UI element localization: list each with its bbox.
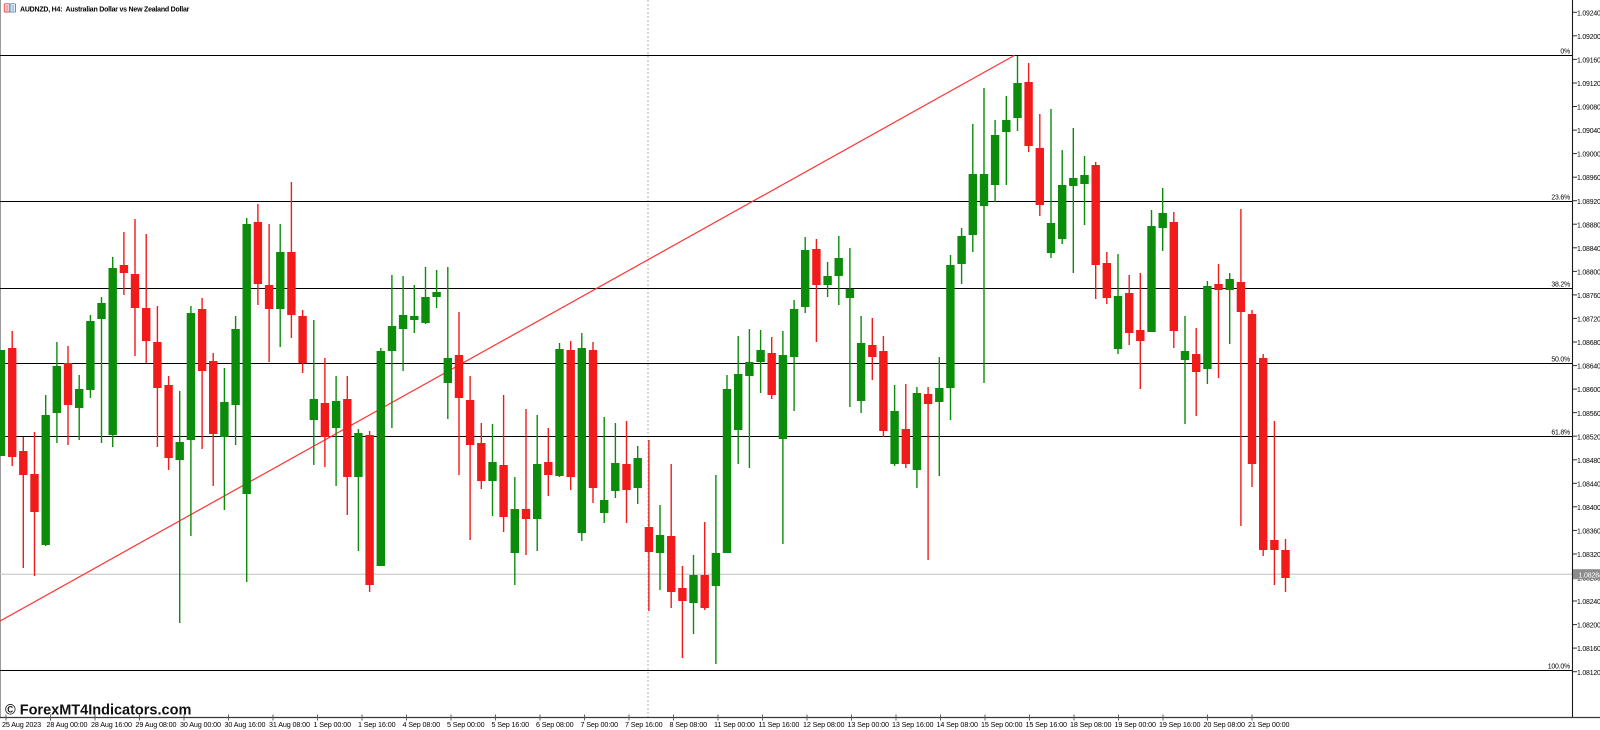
svg-text:19 Sep 16:00: 19 Sep 16:00 [1159,720,1200,729]
svg-text:1.09120: 1.09120 [1577,81,1600,88]
svg-text:1.08240: 1.08240 [1577,599,1600,606]
svg-text:4 Sep 08:00: 4 Sep 08:00 [403,720,441,729]
svg-text:23.6%: 23.6% [1551,195,1570,202]
svg-text:38.2%: 38.2% [1551,282,1570,289]
svg-text:13 Sep 16:00: 13 Sep 16:00 [892,720,933,729]
svg-text:1 Sep 00:00: 1 Sep 00:00 [314,720,352,729]
svg-text:1.08160: 1.08160 [1577,646,1600,653]
svg-text:1.08120: 1.08120 [1577,670,1600,677]
svg-text:31 Aug 08:00: 31 Aug 08:00 [269,720,310,729]
svg-text:21 Sep 00:00: 21 Sep 00:00 [1248,720,1289,729]
svg-text:7 Sep 16:00: 7 Sep 16:00 [625,720,663,729]
svg-text:28 Aug 16:00: 28 Aug 16:00 [91,720,132,729]
svg-text:1.09000: 1.09000 [1577,152,1600,159]
svg-text:1.08600: 1.08600 [1577,387,1600,394]
svg-text:11 Sep 16:00: 11 Sep 16:00 [759,720,800,729]
svg-text:1.09200: 1.09200 [1577,34,1600,41]
svg-text:0%: 0% [1560,49,1570,56]
svg-text:AUDNZD, H4: Australian Dollar: AUDNZD, H4: Australian Dollar vs New Zea… [20,7,190,14]
svg-text:61.8%: 61.8% [1551,430,1570,437]
svg-text:1.09040: 1.09040 [1577,128,1600,135]
svg-text:1.08520: 1.08520 [1577,434,1600,441]
svg-text:© ForexMT4Indicators.com: © ForexMT4Indicators.com [5,703,191,719]
svg-text:1.08640: 1.08640 [1577,364,1600,371]
svg-text:1.08680: 1.08680 [1577,340,1600,347]
svg-text:30 Aug 00:00: 30 Aug 00:00 [180,720,221,729]
svg-text:29 Aug 08:00: 29 Aug 08:00 [136,720,177,729]
svg-text:1.08200: 1.08200 [1577,623,1600,630]
svg-text:13 Sep 00:00: 13 Sep 00:00 [848,720,889,729]
svg-text:1.09240: 1.09240 [1577,10,1600,17]
svg-text:1.08960: 1.08960 [1577,175,1600,182]
svg-text:14 Sep 08:00: 14 Sep 08:00 [937,720,978,729]
svg-text:1.08800: 1.08800 [1577,270,1600,277]
svg-text:5 Sep 16:00: 5 Sep 16:00 [492,720,530,729]
svg-text:1.08440: 1.08440 [1577,481,1600,488]
svg-text:1.08880: 1.08880 [1577,222,1600,229]
svg-text:1.08480: 1.08480 [1577,458,1600,465]
svg-text:28 Aug 00:00: 28 Aug 00:00 [47,720,88,729]
svg-text:1.08920: 1.08920 [1577,199,1600,206]
svg-text:1.08320: 1.08320 [1577,552,1600,559]
svg-text:12 Sep 08:00: 12 Sep 08:00 [803,720,844,729]
svg-text:100.0%: 100.0% [1548,664,1570,671]
svg-text:1.08840: 1.08840 [1577,246,1600,253]
svg-text:6 Sep 08:00: 6 Sep 08:00 [536,720,574,729]
svg-text:1.08400: 1.08400 [1577,505,1600,512]
svg-text:11 Sep 00:00: 11 Sep 00:00 [714,720,755,729]
svg-text:50.0%: 50.0% [1551,357,1570,364]
svg-text:7 Sep 00:00: 7 Sep 00:00 [581,720,619,729]
svg-text:1.08284: 1.08284 [1579,572,1600,579]
svg-text:15 Sep 00:00: 15 Sep 00:00 [981,720,1022,729]
svg-text:30 Aug 16:00: 30 Aug 16:00 [225,720,266,729]
svg-text:1.09160: 1.09160 [1577,58,1600,65]
svg-text:1.08720: 1.08720 [1577,317,1600,324]
svg-text:18 Sep 08:00: 18 Sep 08:00 [1070,720,1111,729]
svg-text:20 Sep 08:00: 20 Sep 08:00 [1204,720,1245,729]
svg-text:1 Sep 16:00: 1 Sep 16:00 [358,720,396,729]
svg-text:15 Sep 16:00: 15 Sep 16:00 [1026,720,1067,729]
svg-text:1.08760: 1.08760 [1577,293,1600,300]
svg-text:1.08560: 1.08560 [1577,411,1600,418]
svg-text:5 Sep 00:00: 5 Sep 00:00 [447,720,485,729]
svg-text:25 Aug 2023: 25 Aug 2023 [2,720,41,729]
svg-text:8 Sep 08:00: 8 Sep 08:00 [670,720,708,729]
svg-text:1.09080: 1.09080 [1577,105,1600,112]
svg-text:1.08360: 1.08360 [1577,529,1600,536]
svg-text:19 Sep 00:00: 19 Sep 00:00 [1115,720,1156,729]
